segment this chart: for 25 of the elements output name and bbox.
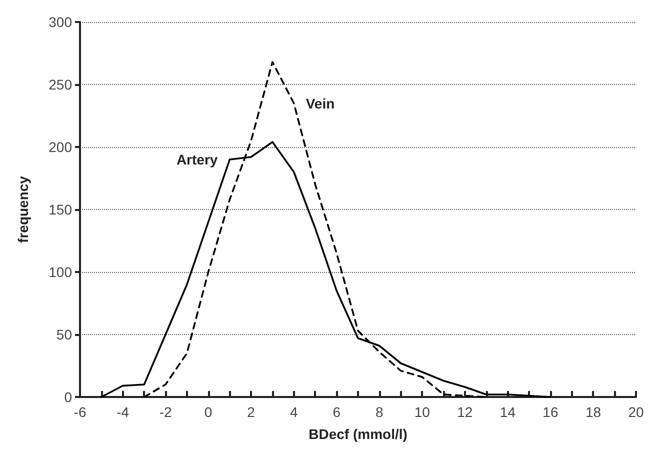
x-tick-label: 20 (628, 404, 644, 420)
x-tick-label: 0 (204, 404, 212, 420)
x-tick-label: 10 (414, 404, 430, 420)
y-tick-label: 150 (48, 202, 72, 218)
x-tick-label: -2 (159, 404, 172, 420)
y-tick-label: 0 (64, 389, 72, 405)
y-tick-label: 300 (48, 14, 72, 30)
x-tick-label: -4 (116, 404, 130, 420)
x-tick-label: 2 (247, 404, 256, 420)
y-tick-label: 100 (48, 264, 72, 280)
y-tick-label: 50 (56, 326, 72, 342)
y-axis-title: frequency (15, 176, 31, 243)
x-tick-label: 12 (457, 404, 473, 420)
x-tick-label: 16 (542, 404, 558, 420)
x-tick-label: 14 (500, 404, 516, 420)
x-tick-label: 18 (585, 404, 602, 420)
y-tick-label: 200 (48, 139, 72, 155)
series-label: Artery (176, 152, 218, 168)
x-tick-label: 6 (332, 404, 341, 420)
y-tick-label: 250 (48, 76, 72, 92)
x-axis-title: BDecf (mmol/l) (308, 426, 408, 442)
x-tick-label: 8 (375, 404, 384, 420)
x-tick-label: 4 (290, 404, 298, 420)
series-label: Vein (306, 95, 335, 112)
x-tick-label: -6 (74, 404, 86, 420)
